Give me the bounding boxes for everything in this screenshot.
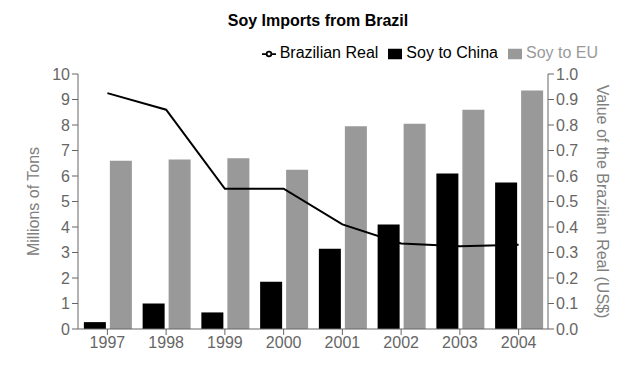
svg-text:5: 5 bbox=[61, 193, 70, 210]
svg-text:1: 1 bbox=[61, 295, 70, 312]
svg-text:10: 10 bbox=[52, 66, 70, 83]
svg-text:Millions of Tons: Millions of Tons bbox=[25, 147, 42, 256]
svg-text:1.0: 1.0 bbox=[556, 66, 578, 83]
svg-text:2: 2 bbox=[61, 270, 70, 287]
svg-text:2002: 2002 bbox=[383, 334, 419, 351]
svg-text:0.8: 0.8 bbox=[556, 117, 578, 134]
svg-text:1999: 1999 bbox=[207, 334, 243, 351]
svg-text:1997: 1997 bbox=[90, 334, 126, 351]
svg-text:0.0: 0.0 bbox=[556, 321, 578, 338]
svg-text:0.6: 0.6 bbox=[556, 168, 578, 185]
svg-text:2003: 2003 bbox=[442, 334, 478, 351]
svg-text:3: 3 bbox=[61, 244, 70, 261]
html-text:Soy to EU: Soy to EU bbox=[526, 44, 598, 61]
svg-text:0.9: 0.9 bbox=[556, 91, 578, 108]
svg-text:Value of the Brazilian Real (U: Value of the Brazilian Real (US$) bbox=[594, 85, 611, 319]
svg-text:4: 4 bbox=[61, 219, 70, 236]
svg-text:0: 0 bbox=[61, 321, 70, 338]
svg-text:2004: 2004 bbox=[501, 334, 537, 351]
html-text:Brazilian Real: Brazilian Real bbox=[279, 44, 379, 61]
svg-text:9: 9 bbox=[61, 91, 70, 108]
svg-text:0.5: 0.5 bbox=[556, 193, 578, 210]
html-text:Soy Imports from Brazil: Soy Imports from Brazil bbox=[227, 12, 409, 29]
html-text:Soy to China: Soy to China bbox=[406, 44, 498, 61]
svg-text:0.1: 0.1 bbox=[556, 295, 578, 312]
svg-text:1998: 1998 bbox=[148, 334, 184, 351]
svg-text:0.7: 0.7 bbox=[556, 142, 578, 159]
svg-text:0.2: 0.2 bbox=[556, 270, 578, 287]
svg-text:2001: 2001 bbox=[325, 334, 361, 351]
svg-text:2000: 2000 bbox=[266, 334, 302, 351]
svg-text:0.3: 0.3 bbox=[556, 244, 578, 261]
svg-text:6: 6 bbox=[61, 168, 70, 185]
svg-text:8: 8 bbox=[61, 117, 70, 134]
svg-text:7: 7 bbox=[61, 142, 70, 159]
svg-text:0.4: 0.4 bbox=[556, 219, 578, 236]
